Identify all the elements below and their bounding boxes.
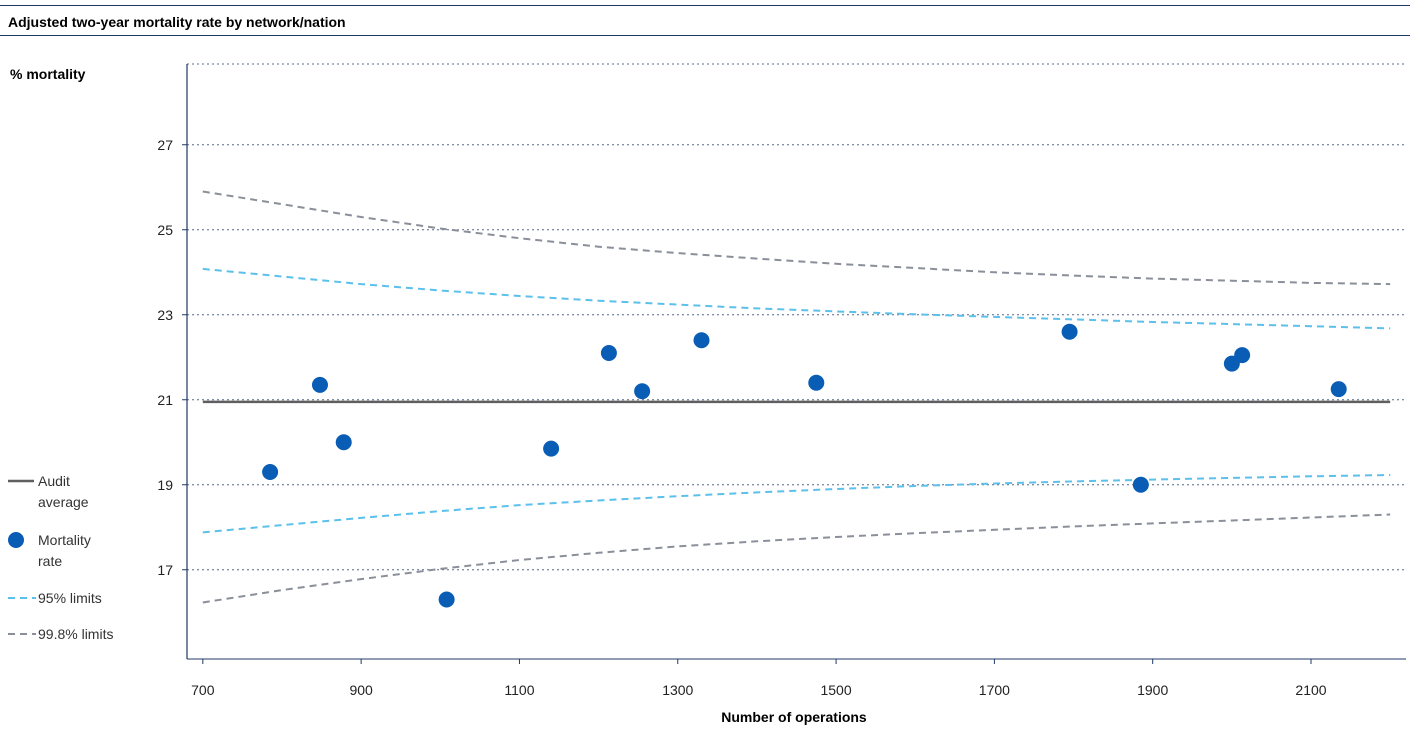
y-tick-label: 27 <box>157 137 173 153</box>
mortality-rate-point <box>600 345 617 361</box>
x-tick-label: 1900 <box>1137 682 1168 698</box>
mortality-rate-point <box>693 332 710 349</box>
mortality-rate-point <box>808 374 825 391</box>
upper-95-limit-line <box>202 267 1391 330</box>
legend-label: Audit <box>38 473 70 489</box>
mortality-rate-point <box>1061 323 1078 340</box>
chart-title-bar: Adjusted two-year mortality rate by netw… <box>0 5 1410 36</box>
y-tick-label: 21 <box>157 392 173 408</box>
legend-swatch-mortality-rate <box>8 532 24 548</box>
mortality-rate-point <box>1234 347 1251 364</box>
x-tick-label: 900 <box>349 682 373 698</box>
x-tick-label: 1300 <box>662 682 693 698</box>
x-tick-label: 1500 <box>820 682 851 698</box>
axes: 17 19 21 23 25 27 700 900 1100 1300 1500 1700 1900 21… <box>157 64 1406 698</box>
limit-lines <box>202 190 1391 604</box>
data-points <box>262 323 1347 608</box>
legend-label: average <box>38 494 89 510</box>
x-tick-label: 700 <box>191 682 215 698</box>
legend-label: rate <box>38 553 62 569</box>
mortality-rate-point <box>335 434 352 451</box>
legend-label: Mortality <box>38 532 91 548</box>
mortality-rate-point <box>262 464 279 480</box>
mortality-rate-point <box>1330 381 1347 398</box>
y-tick-label: 25 <box>157 222 173 238</box>
x-tick-label: 1700 <box>979 682 1010 698</box>
mortality-rate-point <box>438 591 455 608</box>
gridlines <box>187 63 1406 660</box>
legend-label: 95% limits <box>38 590 102 606</box>
y-tick-label: 17 <box>157 562 173 578</box>
mortality-rate-point <box>634 383 651 400</box>
legend-label: 99.8% limits <box>38 626 113 642</box>
x-tick-label: 2100 <box>1295 682 1326 698</box>
legend: Audit average Mortality rate 95% limits 99.8%… <box>8 473 113 642</box>
y-tick-label: 23 <box>157 307 173 323</box>
upper-99.8-limit-line <box>202 190 1391 286</box>
x-tick-label: 1100 <box>504 682 534 698</box>
mortality-rate-point <box>311 376 328 393</box>
lower-95-limit-line <box>202 474 1391 534</box>
y-axis-label: % mortality <box>10 66 86 82</box>
x-axis-label: Number of operations <box>721 709 867 725</box>
mortality-rate-point <box>1132 476 1149 493</box>
chart-title: Adjusted two-year mortality rate by netw… <box>8 14 346 30</box>
mortality-rate-point <box>543 440 560 457</box>
y-tick-label: 19 <box>157 477 173 493</box>
lower-99.8-limit-line <box>202 513 1391 604</box>
